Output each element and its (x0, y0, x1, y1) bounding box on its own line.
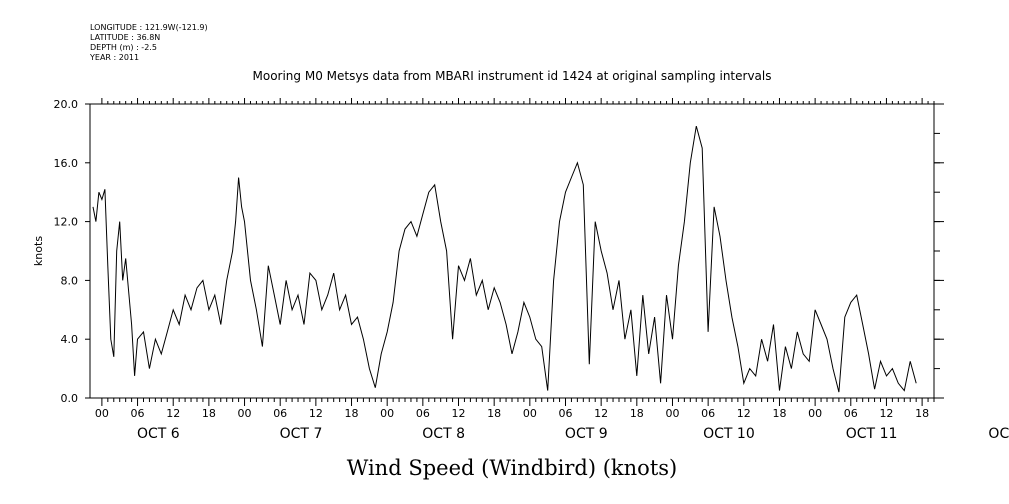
x-tick-label: 12 (309, 407, 323, 420)
y-tick-label: 12.0 (54, 216, 79, 229)
x-tick-label: 18 (345, 407, 359, 420)
series-line-wind-speed (92, 125, 917, 393)
x-tick-label: 06 (273, 407, 287, 420)
day-label: OCT 7 (280, 426, 323, 442)
latitude-label: LATITUDE : 36.8N (90, 33, 160, 42)
x-tick-label: 06 (131, 407, 145, 420)
x-tick-label: 12 (166, 407, 180, 420)
x-tick-label: 06 (844, 407, 858, 420)
year-label: YEAR : 2011 (89, 53, 139, 62)
x-tick-label: 18 (772, 407, 786, 420)
day-label: OCT 10 (703, 426, 755, 442)
day-label: OCT 6 (137, 426, 180, 442)
chart-title: Mooring M0 Metsys data from MBARI instru… (253, 69, 772, 83)
y-tick-label: 16.0 (54, 157, 79, 170)
x-tick-label: 00 (95, 407, 109, 420)
y-tick-label: 4.0 (61, 333, 79, 346)
y-axis-label: knots (32, 236, 45, 266)
x-tick-label: 18 (202, 407, 216, 420)
x-tick-label: 00 (665, 407, 679, 420)
x-tick-label: 12 (594, 407, 608, 420)
x-tick-label: 18 (630, 407, 644, 420)
depth-label: DEPTH (m) : -2.5 (90, 43, 157, 52)
x-axis-label: Wind Speed (Windbird) (knots) (347, 456, 677, 480)
series-layer (92, 125, 917, 393)
x-tick-label: 06 (416, 407, 430, 420)
day-label: OCT 9 (565, 426, 608, 442)
x-tick-label: 18 (915, 407, 929, 420)
x-tick-label: 12 (879, 407, 893, 420)
x-tick-label: 12 (737, 407, 751, 420)
y-axis: 0.0 4.0 8.0 12.0 16.0 20.0 (54, 98, 944, 405)
x-tick-label: 12 (452, 407, 466, 420)
day-label: OCT 11 (846, 426, 898, 442)
day-label: OCT 8 (422, 426, 465, 442)
x-tick-label: 00 (238, 407, 252, 420)
x-axis: 00 06 12 18 00 06 12 18 00 06 12 18 00 06 12 18 00 06 12 18… (95, 98, 1009, 442)
x-tick-label: 00 (380, 407, 394, 420)
longitude-label: LONGITUDE : 121.9W(-121.9) (90, 23, 208, 32)
y-tick-label: 0.0 (61, 392, 79, 405)
metadata-block: LONGITUDE : 121.9W(-121.9) LATITUDE : 36… (89, 23, 208, 62)
day-label: OCT 12 (988, 426, 1009, 442)
y-tick-label: 8.0 (61, 274, 79, 287)
x-tick-label: 00 (808, 407, 822, 420)
x-tick-label: 18 (487, 407, 501, 420)
y-tick-label: 20.0 (54, 98, 79, 111)
x-tick-label: 06 (701, 407, 715, 420)
x-tick-label: 00 (523, 407, 537, 420)
x-tick-label: 06 (558, 407, 572, 420)
